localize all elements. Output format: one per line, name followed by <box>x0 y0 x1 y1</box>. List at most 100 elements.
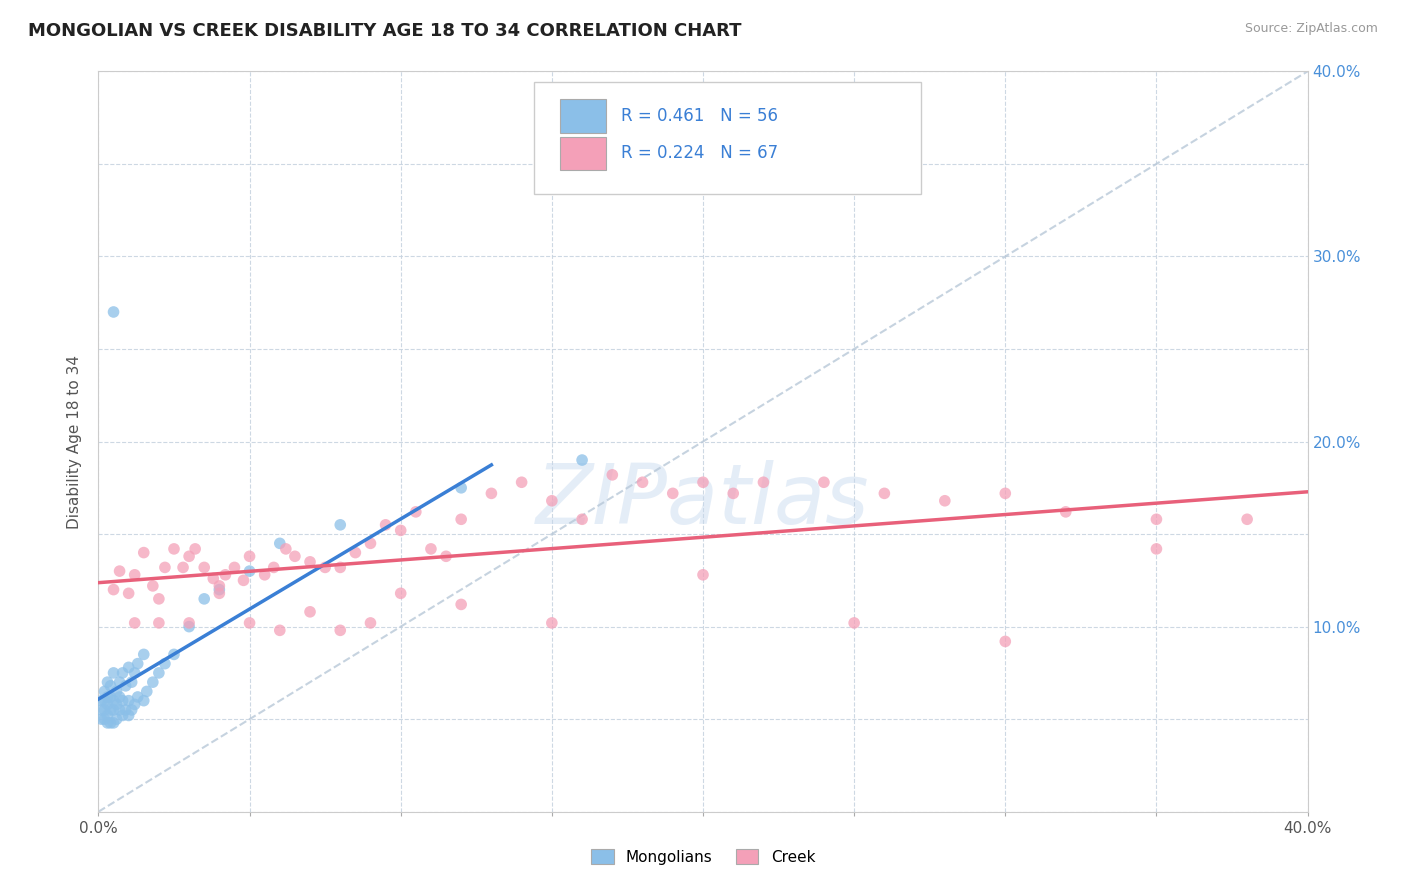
Point <box>314 560 336 574</box>
Point <box>96 698 118 712</box>
Point <box>132 694 155 708</box>
Point <box>105 698 128 712</box>
Point <box>571 453 593 467</box>
Point <box>124 665 146 680</box>
Point <box>752 475 775 490</box>
Point <box>360 536 382 550</box>
Point <box>1144 512 1167 526</box>
Point <box>124 615 146 630</box>
Point <box>434 549 457 564</box>
Point <box>172 560 194 574</box>
Point <box>510 475 533 490</box>
Point <box>269 536 291 550</box>
Point <box>132 545 155 560</box>
Y-axis label: Disability Age 18 to 34: Disability Age 18 to 34 <box>67 354 83 529</box>
Text: MONGOLIAN VS CREEK DISABILITY AGE 18 TO 34 CORRELATION CHART: MONGOLIAN VS CREEK DISABILITY AGE 18 TO … <box>28 22 741 40</box>
Text: Source: ZipAtlas.com: Source: ZipAtlas.com <box>1244 22 1378 36</box>
Point <box>100 715 122 730</box>
Point <box>111 708 134 723</box>
Point <box>994 486 1017 500</box>
Text: R = 0.224   N = 67: R = 0.224 N = 67 <box>621 144 778 161</box>
Point <box>269 624 291 638</box>
Point <box>111 665 134 680</box>
Point <box>692 475 714 490</box>
Point <box>163 541 186 556</box>
Point <box>1144 541 1167 556</box>
Point <box>239 564 262 578</box>
Point <box>184 541 207 556</box>
FancyBboxPatch shape <box>534 82 921 194</box>
Point <box>179 615 201 630</box>
Point <box>132 648 155 662</box>
Point <box>148 665 170 680</box>
Point <box>540 615 562 630</box>
Point <box>389 586 412 600</box>
Point <box>100 679 122 693</box>
Point <box>344 545 367 560</box>
Point <box>124 698 146 712</box>
Point <box>93 703 115 717</box>
Point <box>90 703 112 717</box>
Point <box>1236 512 1258 526</box>
Point <box>208 582 231 597</box>
Point <box>214 567 236 582</box>
Point <box>153 560 176 574</box>
Point <box>163 648 186 662</box>
Point <box>90 712 112 726</box>
Point <box>108 703 131 717</box>
Point <box>202 572 225 586</box>
Point <box>114 679 136 693</box>
Point <box>723 486 745 500</box>
Point <box>114 703 136 717</box>
Point <box>193 591 215 606</box>
Point <box>118 694 141 708</box>
Point <box>96 708 118 723</box>
Bar <box>561 100 606 133</box>
Point <box>661 486 683 500</box>
Bar <box>561 136 606 169</box>
Legend: Mongolians, Creek: Mongolians, Creek <box>585 843 821 871</box>
Point <box>142 675 165 690</box>
Point <box>108 690 131 704</box>
Point <box>148 591 170 606</box>
Point <box>208 579 231 593</box>
Point <box>103 703 125 717</box>
Point <box>813 475 835 490</box>
Point <box>105 712 128 726</box>
Point <box>100 703 122 717</box>
Point <box>232 574 254 588</box>
Point <box>1054 505 1077 519</box>
Point <box>844 615 866 630</box>
Point <box>405 505 427 519</box>
Point <box>420 541 443 556</box>
Point <box>121 703 143 717</box>
Point <box>103 305 125 319</box>
Point <box>118 708 141 723</box>
Point <box>994 634 1017 648</box>
Point <box>389 524 412 538</box>
Point <box>103 694 125 708</box>
Point <box>135 684 157 698</box>
Point <box>93 694 115 708</box>
Point <box>224 560 246 574</box>
Point <box>118 660 141 674</box>
Point <box>239 615 262 630</box>
Point <box>193 560 215 574</box>
Point <box>108 564 131 578</box>
Point <box>299 605 322 619</box>
Point <box>360 615 382 630</box>
Point <box>692 567 714 582</box>
Point <box>239 549 262 564</box>
Point <box>179 549 201 564</box>
Point <box>934 493 956 508</box>
Point <box>208 586 231 600</box>
Point <box>96 675 118 690</box>
Point <box>450 512 472 526</box>
Point <box>103 715 125 730</box>
Point <box>103 582 125 597</box>
Point <box>263 560 285 574</box>
Point <box>374 517 396 532</box>
Point <box>127 657 149 671</box>
Point <box>124 567 146 582</box>
Point <box>96 715 118 730</box>
